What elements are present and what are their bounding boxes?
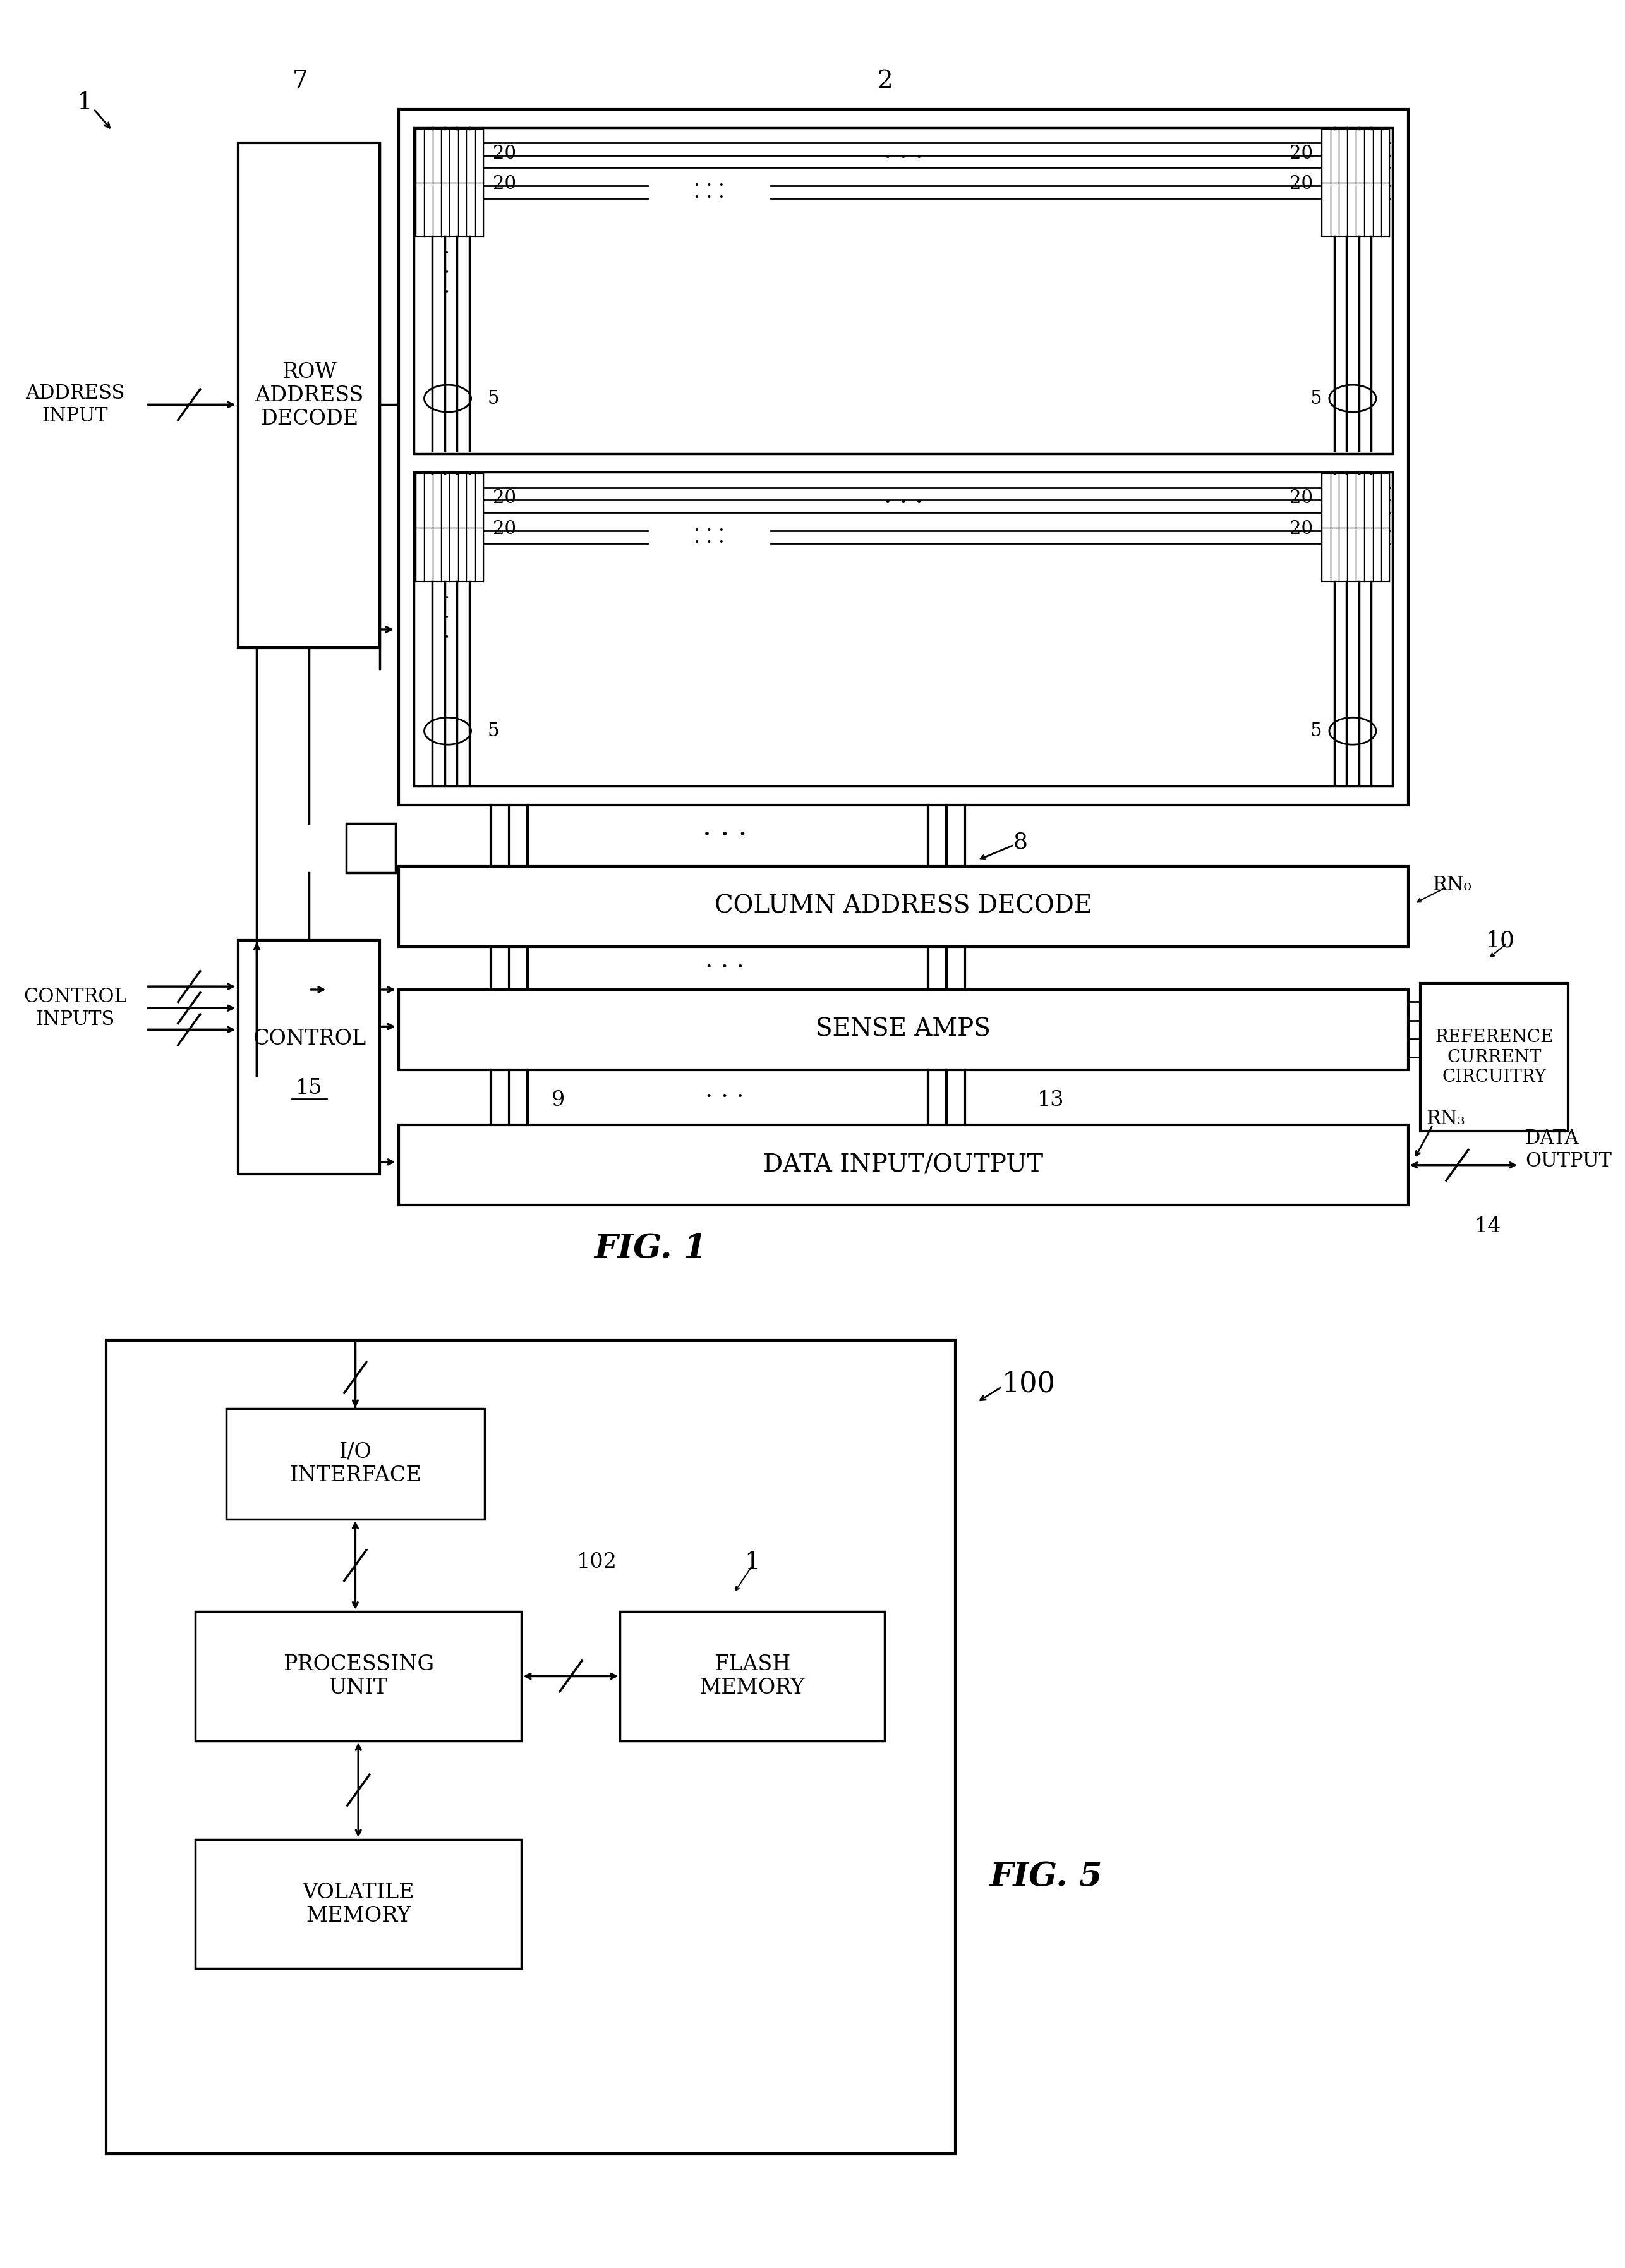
Text: FIG. 1: FIG. 1 [595,1232,707,1263]
Text: ROW
ADDRESS
DECODE: ROW ADDRESS DECODE [255,363,364,429]
Bar [239,143,380,649]
Text: · · ·: · · · [884,492,923,515]
Text: CONTROL
INPUTS: CONTROL INPUTS [23,987,127,1030]
Text: · · ·: · · · [702,821,748,848]
Bar [195,1839,522,1969]
Text: 7: 7 [292,70,307,93]
Text: I/O
INTERFACE: I/O INTERFACE [289,1442,421,1486]
Text: 10: 10 [1485,930,1514,950]
Text: 20: 20 [492,175,517,193]
Text: · · ·: · · · [884,147,923,170]
Bar [1321,129,1389,236]
Bar [346,823,395,873]
Text: 1: 1 [744,1551,761,1574]
Bar [1420,984,1568,1132]
Text: ·
·
·: · · · [444,245,449,302]
Text: VOLATILE
MEMORY: VOLATILE MEMORY [302,1882,414,1926]
Text: 14: 14 [1476,1216,1502,1236]
Text: 20: 20 [1289,490,1313,508]
Text: PROCESSING
UNIT: PROCESSING UNIT [283,1653,434,1699]
Text: 20: 20 [1289,175,1313,193]
Text: 20: 20 [492,145,517,163]
Text: REFERENCE
CURRENT
CIRCUITRY: REFERENCE CURRENT CIRCUITRY [1435,1030,1554,1086]
Bar [195,1613,522,1742]
Bar [414,127,1393,454]
Text: 1: 1 [76,91,93,116]
Text: RN₀: RN₀ [1433,875,1472,894]
Text: · · ·: · · · [694,177,725,195]
Text: 5: 5 [488,390,499,408]
Text: 102: 102 [577,1551,618,1572]
Text: CONTROL: CONTROL [252,1030,366,1050]
Text: 100: 100 [1001,1370,1055,1397]
Text: FIG. 5: FIG. 5 [990,1860,1102,1892]
Text: 5: 5 [1310,721,1321,739]
Text: ·
·
·: · · · [444,590,449,646]
Text: · · ·: · · · [694,522,725,540]
Bar [106,1340,955,2152]
Text: · · ·: · · · [694,533,725,553]
Bar [239,941,380,1175]
Text: RN₃: RN₃ [1427,1109,1466,1129]
Text: 2: 2 [878,70,892,93]
Text: 9: 9 [552,1091,566,1111]
Text: 20: 20 [1289,519,1313,538]
Text: COLUMN ADDRESS DECODE: COLUMN ADDRESS DECODE [715,896,1092,919]
Bar [621,1613,884,1742]
Text: · · ·: · · · [694,188,725,209]
Text: FLASH
MEMORY: FLASH MEMORY [700,1653,804,1699]
Text: · · ·: · · · [705,1086,744,1109]
Bar [226,1408,484,1520]
Bar [398,1125,1407,1204]
Bar [414,472,1393,787]
Text: · · ·: · · · [705,957,744,980]
Text: 15: 15 [296,1077,323,1098]
Bar [1321,474,1389,581]
Text: 5: 5 [488,721,499,739]
Text: DATA INPUT/OUTPUT: DATA INPUT/OUTPUT [764,1154,1043,1177]
Text: 20: 20 [492,490,517,508]
Text: 13: 13 [1037,1091,1064,1111]
Text: 20: 20 [1289,145,1313,163]
Text: 20: 20 [492,519,517,538]
Text: DATA
OUTPUT: DATA OUTPUT [1524,1129,1612,1170]
Bar [398,866,1407,946]
Bar [398,109,1407,805]
Bar [398,989,1407,1070]
Text: 8: 8 [1012,830,1027,853]
Bar [416,129,483,236]
Text: 5: 5 [1310,390,1321,408]
Text: ADDRESS
INPUT: ADDRESS INPUT [26,383,125,426]
Bar [416,474,483,581]
Text: SENSE AMPS: SENSE AMPS [816,1018,991,1041]
